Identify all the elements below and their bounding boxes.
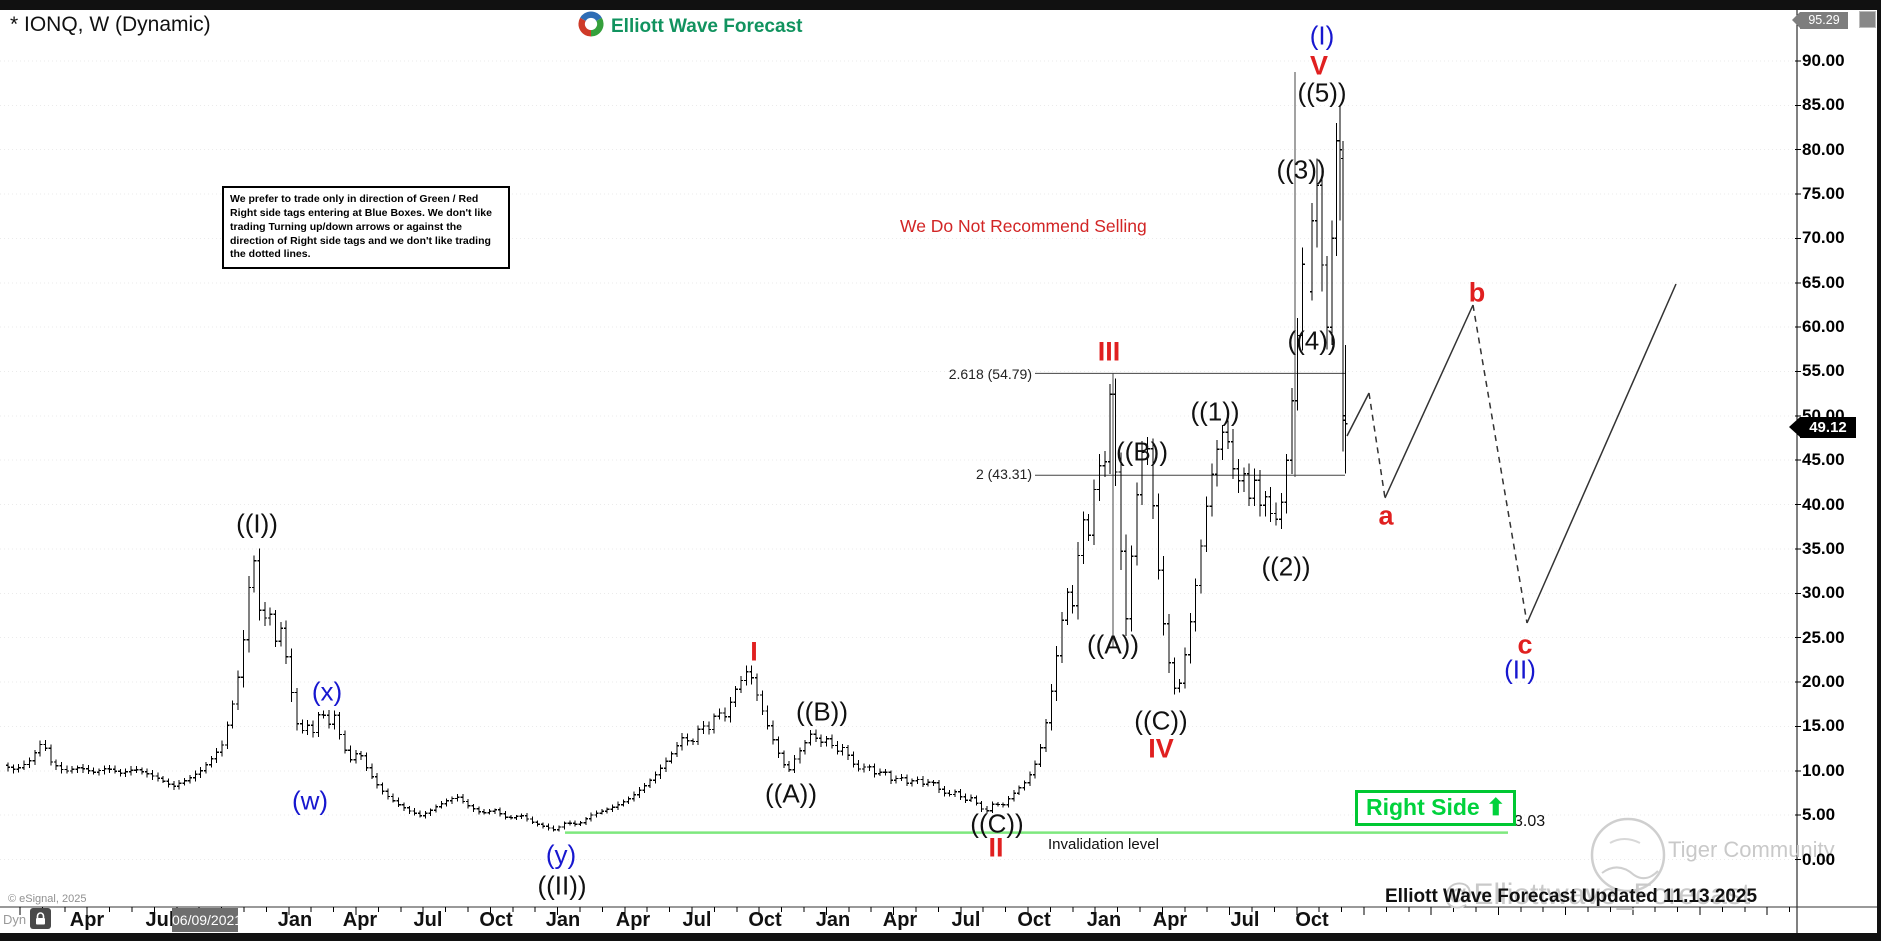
time-tick-label: Oct	[748, 909, 782, 931]
wave-label-a: ((A))	[1087, 629, 1139, 660]
time-tick-label: Jan	[545, 909, 581, 931]
price-tick-label: 0.00	[1802, 849, 1836, 869]
wave-label-3: ((3))	[1276, 154, 1326, 185]
date-marker-badge: 06/09/2021	[172, 908, 242, 932]
watermark-handle: @Elliottwave_Forecast	[1443, 878, 1751, 911]
right-border-strip	[1877, 0, 1881, 941]
wave-label-a: a	[1378, 500, 1394, 531]
wave-label-iv: IV	[1148, 733, 1174, 764]
price-tick-label: 5.00	[1802, 805, 1836, 825]
lock-icon[interactable]	[30, 908, 51, 929]
price-tick-label: 35.00	[1802, 538, 1845, 558]
price-tick-label: 55.00	[1802, 361, 1845, 381]
invalidation-level-label: Invalidation level	[1048, 836, 1159, 853]
invalidation-price: 3.03	[1514, 813, 1546, 830]
time-tick-label: Jul	[951, 909, 981, 931]
brand-logo: Elliott Wave Forecast	[577, 10, 802, 43]
last-price-badge: 49.12	[1800, 417, 1856, 438]
high-badge-arrow	[1792, 12, 1800, 28]
price-tick-label: 70.00	[1802, 228, 1845, 248]
time-tick-label: Oct	[1295, 909, 1329, 931]
right-side-tag: Right Side ⬆	[1355, 790, 1517, 826]
brand-logo-text: Elliott Wave Forecast	[611, 15, 803, 37]
time-tick-label: Jul	[145, 909, 175, 931]
price-tick-label: 90.00	[1802, 50, 1845, 70]
top-border-bar	[0, 0, 1881, 10]
time-tick-label: Jan	[1086, 909, 1122, 931]
price-tick-label: 75.00	[1802, 184, 1845, 204]
wave-label-5: ((5))	[1297, 77, 1347, 108]
time-tick-label: Jul	[1230, 909, 1260, 931]
wave-label-ii: (II)	[1504, 654, 1536, 685]
wave-label-c: c	[1517, 629, 1533, 660]
wave-label-c: ((C))	[970, 808, 1024, 839]
wave-label-4: ((4))	[1287, 325, 1337, 356]
time-tick-label: Jan	[815, 909, 851, 931]
fib-level-label-2618: 2.618 (54.79)	[948, 366, 1032, 382]
elliott-wave-logo-icon	[577, 10, 605, 43]
price-tick-label: 40.00	[1802, 494, 1845, 514]
time-tick-label: Jul	[682, 909, 712, 931]
price-tick-label: 25.00	[1802, 627, 1845, 647]
time-tick-label: Apr	[69, 909, 105, 931]
wave-label-b: b	[1468, 277, 1486, 308]
no-sell-note: We Do Not Recommend Selling	[900, 216, 1147, 236]
wave-label-iii: III	[1097, 336, 1121, 367]
price-tick-label: 10.00	[1802, 760, 1845, 780]
price-tick-label: 45.00	[1802, 450, 1845, 470]
trading-disclaimer-box: We prefer to trade only in direction of …	[222, 186, 510, 270]
time-tick-label: Apr	[882, 909, 918, 931]
wave-label-x: (x)	[311, 676, 343, 707]
fib-level-label-2: 2 (43.31)	[975, 466, 1032, 482]
esignal-copyright: © eSignal, 2025	[8, 893, 87, 905]
wave-label-i: (I)	[1309, 20, 1335, 51]
wave-label-w: (w)	[291, 785, 329, 816]
wave-label-a: ((A))	[765, 778, 817, 809]
time-tick-label: Oct	[479, 909, 513, 931]
time-tick-label: Apr	[615, 909, 651, 931]
price-tick-label: 65.00	[1802, 272, 1845, 292]
wave-label-ii: II	[988, 832, 1004, 863]
wave-label-ii: ((II))	[537, 870, 587, 901]
price-tick-label: 15.00	[1802, 716, 1845, 736]
last-price-badge-arrow	[1789, 417, 1800, 437]
watermark-logo-circle	[1588, 813, 1668, 908]
time-tick-label: Oct	[1017, 909, 1051, 931]
wave-label-b: ((B))	[1116, 436, 1168, 467]
right-side-text: Right Side	[1366, 794, 1480, 820]
time-tick-label: Jul	[413, 909, 443, 931]
symbol-title: * IONQ, W (Dynamic)	[10, 13, 211, 36]
window-corner-icon[interactable]	[1859, 11, 1876, 28]
time-tick-label: Jan	[277, 909, 313, 931]
wave-label-i: ((I))	[236, 508, 278, 539]
price-tick-label: 80.00	[1802, 139, 1845, 159]
wave-label-y: (y)	[545, 839, 577, 870]
high-price-badge: 95.29	[1800, 12, 1848, 29]
dyn-label: Dyn	[3, 912, 27, 927]
price-tick-label: 30.00	[1802, 583, 1845, 603]
watermark-community: Tiger Community	[1668, 837, 1835, 862]
time-tick-label: Apr	[1152, 909, 1188, 931]
wave-label-2: ((2))	[1261, 551, 1311, 582]
wave-label-v: V	[1309, 50, 1329, 81]
time-tick-label: Apr	[342, 909, 378, 931]
price-tick-label: 60.00	[1802, 317, 1845, 337]
wave-label-1: ((1))	[1190, 396, 1240, 427]
up-arrow-icon: ⬆	[1486, 794, 1506, 820]
wave-label-c: ((C))	[1134, 705, 1188, 736]
wave-label-i: I	[750, 636, 758, 667]
price-tick-label: 20.00	[1802, 672, 1845, 692]
bottom-border-bar	[0, 933, 1881, 941]
updated-caption: Elliott Wave Forecast Updated 11.13.2025	[1385, 886, 1758, 907]
wave-label-b: ((B))	[796, 696, 848, 727]
price-tick-label: 85.00	[1802, 95, 1845, 115]
